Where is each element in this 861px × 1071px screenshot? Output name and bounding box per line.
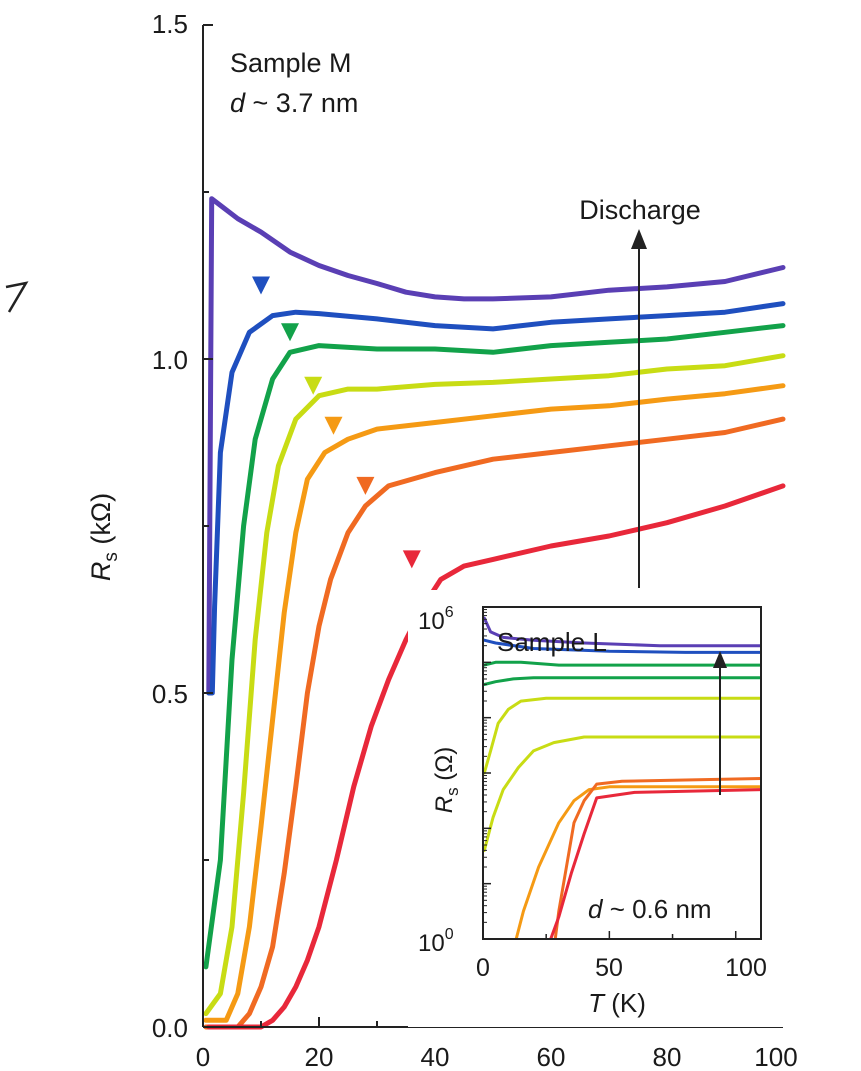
inset-sample-label: Sample L bbox=[497, 627, 607, 657]
inset-x-ticks bbox=[482, 931, 737, 939]
inset-x-tick-label: 100 bbox=[725, 954, 767, 982]
thickness-label: d ~ 3.7 nm bbox=[230, 88, 358, 118]
transition-marker bbox=[402, 550, 421, 569]
x-tick-label: 80 bbox=[653, 1042, 682, 1071]
inset-plot: Sample L d ~ 0.6 nm 106 100 Rs (Ω) 0 50 … bbox=[408, 590, 786, 1027]
main-series-line bbox=[203, 416, 786, 1030]
inset-x-tick-label: 0 bbox=[476, 954, 490, 982]
inset-series-line bbox=[483, 676, 761, 686]
y-tick-label: 0.5 bbox=[152, 679, 188, 709]
inset-series-line bbox=[483, 735, 761, 852]
transition-marker bbox=[324, 416, 343, 435]
inset-y-tick-label: 100 bbox=[418, 926, 454, 957]
y-tick-label: 0.0 bbox=[152, 1013, 188, 1043]
inset-x-axis-label: T (K) bbox=[588, 988, 646, 1018]
main-series-line bbox=[203, 383, 786, 1023]
main-series-line bbox=[206, 301, 786, 696]
inset-series-line bbox=[549, 788, 761, 939]
transition-marker bbox=[356, 476, 375, 495]
transition-marker bbox=[252, 276, 270, 295]
main-series-group bbox=[203, 196, 786, 1030]
inset-y-tick-label: 106 bbox=[418, 604, 454, 635]
main-plot: 0.0 0.5 1.0 1.5 0 20 40 60 80 100 Rs (kΩ… bbox=[86, 9, 798, 1071]
inset-series-line bbox=[514, 785, 761, 939]
inset-series-group bbox=[483, 616, 761, 939]
transition-marker bbox=[304, 376, 323, 395]
main-series-line bbox=[206, 483, 786, 1030]
cropped-glyph-icon bbox=[5, 281, 29, 313]
y-tick-label: 1.0 bbox=[152, 345, 188, 375]
y-tick-label: 1.5 bbox=[152, 9, 188, 39]
main-series-line bbox=[206, 196, 786, 696]
discharge-arrow-head-icon bbox=[631, 229, 647, 249]
main-markers-group bbox=[252, 276, 421, 569]
x-tick-label: 20 bbox=[305, 1042, 334, 1071]
inset-y-ticks bbox=[483, 606, 491, 940]
x-tick-label: 40 bbox=[421, 1042, 450, 1071]
inset-series-line bbox=[483, 660, 761, 667]
main-y-ticks bbox=[203, 24, 213, 1028]
x-tick-label: 0 bbox=[196, 1042, 210, 1071]
inset-series-line bbox=[483, 638, 761, 654]
inset-series-line bbox=[483, 616, 761, 648]
inset-thickness-label: d ~ 0.6 nm bbox=[588, 894, 712, 924]
inset-series-line bbox=[483, 696, 761, 775]
inset-arrow-head-icon bbox=[713, 651, 727, 668]
x-tick-label: 60 bbox=[537, 1042, 566, 1071]
inset-y-axis-label: Rs (Ω) bbox=[431, 747, 462, 813]
x-tick-label: 100 bbox=[754, 1042, 797, 1071]
inset-x-tick-label: 50 bbox=[595, 954, 623, 982]
transition-marker bbox=[281, 323, 299, 342]
discharge-label: Discharge bbox=[579, 195, 701, 225]
sample-label: Sample M bbox=[230, 48, 352, 78]
main-series-line bbox=[203, 353, 786, 1017]
y-axis-label: Rs (kΩ) bbox=[86, 493, 122, 581]
inset-series-line bbox=[553, 777, 761, 939]
